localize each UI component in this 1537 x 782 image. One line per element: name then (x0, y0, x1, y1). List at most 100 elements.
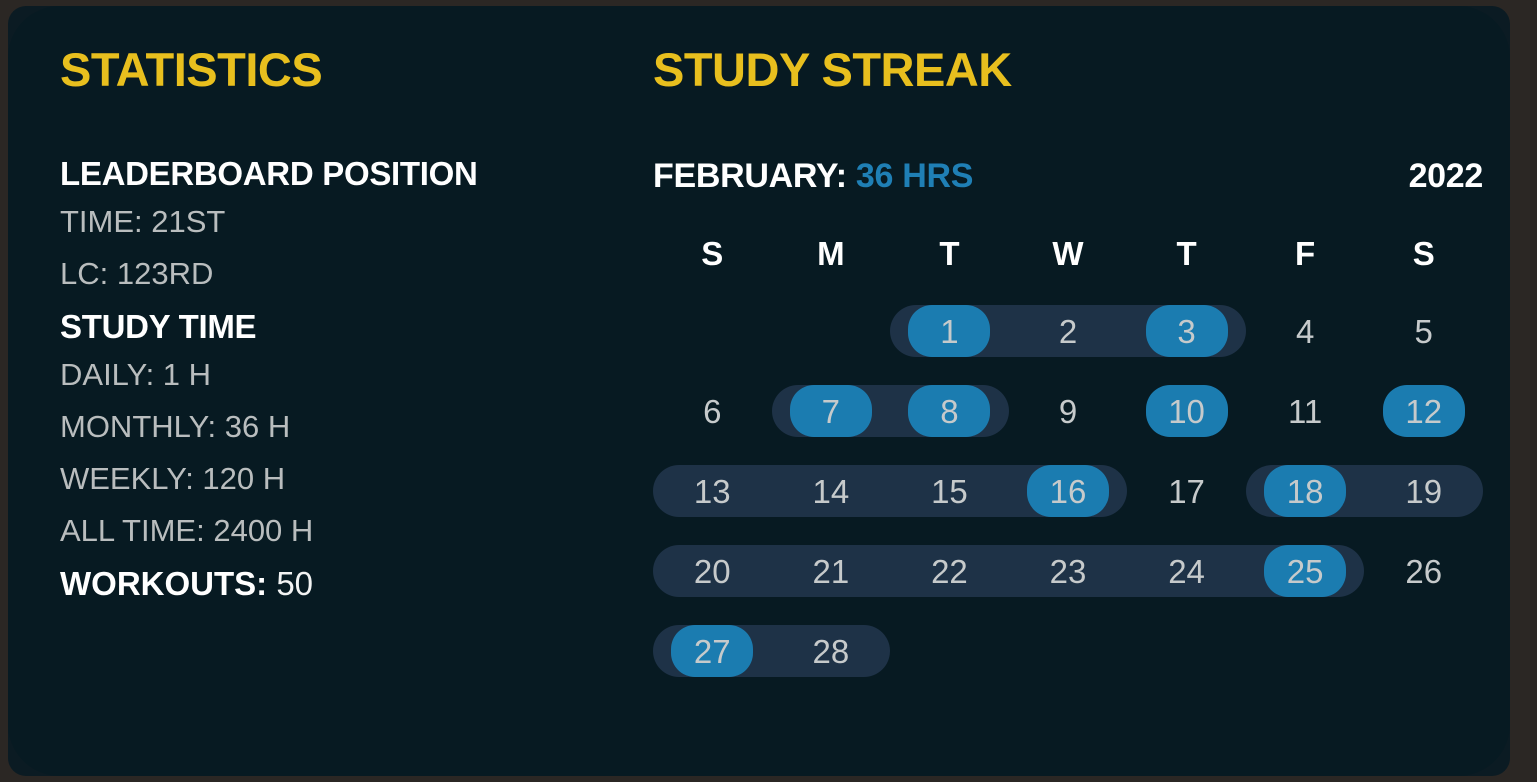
calendar-day-number: 16 (1049, 472, 1087, 510)
calendar-day-empty (890, 611, 1009, 691)
calendar-day-cell[interactable]: 4 (1246, 291, 1365, 371)
calendar-day-number: 10 (1168, 392, 1205, 430)
workouts-label: WORKOUTS: (60, 565, 268, 602)
calendar-day-cell[interactable]: 14 (772, 451, 891, 531)
calendar-day-number: 3 (1177, 312, 1196, 350)
calendar-day-number: 25 (1286, 552, 1324, 590)
calendar-day-empty (1246, 611, 1365, 691)
calendar-day-cell[interactable]: 1 (890, 291, 1009, 371)
calendar-weekday-header: S M T W T F S (653, 235, 1483, 273)
calendar-day-number: 5 (1414, 312, 1433, 350)
calendar-day-empty (1009, 611, 1128, 691)
streak-year: 2022 (1408, 157, 1484, 195)
calendar-day-number: 19 (1405, 472, 1443, 510)
leaderboard-lc-rank: LC: 123RD (60, 256, 214, 291)
calendar-day-number: 11 (1288, 392, 1323, 430)
study-time-daily: DAILY: 1 H (60, 357, 212, 392)
leaderboard-time-rank: TIME: 21ST (60, 204, 226, 239)
streak-active-pill (671, 625, 754, 677)
calendar-week-row: 1 2 3 4 5 (653, 291, 1483, 371)
streak-active-pill (1264, 465, 1347, 517)
calendar-day-cells: 1 2 3 4 5 (653, 291, 1483, 371)
calendar-day-number: 26 (1405, 552, 1443, 590)
calendar-day-cell[interactable]: 13 (653, 451, 772, 531)
calendar-day-cells: 20 21 22 23 24 25 26 (653, 531, 1483, 611)
calendar-week-row: 13 14 15 16 17 18 19 (653, 451, 1483, 531)
calendar-day-number: 8 (940, 392, 959, 430)
calendar-day-number: 27 (693, 632, 731, 670)
streak-active-pill (1264, 545, 1347, 597)
leaderboard-position-heading: LEADERBOARD POSITION (60, 155, 478, 192)
streak-track-segment (653, 545, 1365, 597)
calendar-day-number: 9 (1058, 392, 1078, 430)
streak-active-pill (908, 385, 991, 437)
calendar-day-cell[interactable]: 17 (1127, 451, 1246, 531)
calendar-day-cell[interactable]: 22 (890, 531, 1009, 611)
calendar-day-number: 15 (931, 472, 968, 510)
weekday-tue: T (939, 235, 960, 272)
calendar-day-cell[interactable]: 9 (1009, 371, 1128, 451)
calendar-day-cells: 13 14 15 16 17 18 19 (653, 451, 1483, 531)
study-time-monthly: MONTHLY: 36 H (60, 409, 291, 444)
calendar-day-number: 28 (812, 632, 850, 670)
study-time-all-time: ALL TIME: 2400 H (60, 513, 314, 548)
calendar-day-empty (653, 291, 772, 371)
calendar-day-cell[interactable]: 2 (1009, 291, 1128, 371)
calendar-day-cell[interactable]: 23 (1009, 531, 1128, 611)
streak-month-summary: FEBRUARY: 36 HRS (653, 157, 973, 196)
calendar-day-cell[interactable]: 27 (653, 611, 772, 691)
weekday-wed: W (1052, 235, 1084, 272)
streak-month-hours: 36 HRS (855, 157, 974, 195)
streak-calendar: S M T W T F S 1 2 3 4 5 6 7 8 9 10 11 12 13 14 15 16 17 1… (653, 235, 1483, 691)
streak-active-pill (789, 385, 872, 437)
calendar-day-cell[interactable]: 12 (1364, 371, 1483, 451)
calendar-day-cell[interactable]: 21 (772, 531, 891, 611)
calendar-day-cell[interactable]: 8 (890, 371, 1009, 451)
calendar-day-cells: 6 7 8 9 10 11 12 (653, 371, 1483, 451)
study-time-weekly: WEEKLY: 120 H (60, 461, 286, 496)
weekday-mon: M (817, 235, 845, 272)
calendar-day-cell[interactable]: 16 (1009, 451, 1128, 531)
calendar-day-cell[interactable]: 5 (1364, 291, 1483, 371)
calendar-day-cell[interactable]: 24 (1127, 531, 1246, 611)
calendar-day-cell[interactable]: 10 (1127, 371, 1246, 451)
calendar-day-cell[interactable]: 18 (1246, 451, 1365, 531)
streak-month-label: FEBRUARY: (653, 157, 847, 195)
calendar-day-cell[interactable]: 26 (1364, 531, 1483, 611)
calendar-day-empty (772, 291, 891, 371)
calendar-day-empty (1364, 611, 1483, 691)
calendar-day-cell[interactable]: 7 (772, 371, 891, 451)
calendar-day-number: 23 (1049, 552, 1087, 590)
calendar-day-number: 12 (1405, 392, 1443, 430)
calendar-day-empty (1127, 611, 1246, 691)
statistics-body: LEADERBOARD POSITION TIME: 21ST LC: 123R… (60, 157, 640, 600)
streak-active-pill (1145, 305, 1228, 357)
calendar-day-cell[interactable]: 25 (1246, 531, 1365, 611)
calendar-day-cell[interactable]: 11 (1246, 371, 1365, 451)
calendar-day-number: 24 (1168, 552, 1205, 590)
streak-subheader: FEBRUARY: 36 HRS 2022 (653, 157, 1483, 201)
workouts-row: WORKOUTS: 50 (60, 567, 640, 600)
calendar-day-cells: 27 28 (653, 611, 1483, 691)
study-streak-panel: STUDY STREAK FEBRUARY: 36 HRS 2022 S M T… (653, 46, 1483, 691)
weekday-fri: F (1295, 235, 1316, 272)
calendar-day-cell[interactable]: 20 (653, 531, 772, 611)
workouts-value: 50 (276, 565, 314, 602)
statistics-title: STATISTICS (60, 43, 323, 96)
calendar-day-cell[interactable]: 19 (1364, 451, 1483, 531)
calendar-week-row: 6 7 8 9 10 11 12 (653, 371, 1483, 451)
statistics-panel: STATISTICS LEADERBOARD POSITION TIME: 21… (60, 46, 640, 600)
calendar-day-number: 4 (1295, 312, 1315, 350)
calendar-day-cell[interactable]: 28 (772, 611, 891, 691)
calendar-day-number: 18 (1286, 472, 1324, 510)
calendar-day-cell[interactable]: 6 (653, 371, 772, 451)
calendar-week-row: 20 21 22 23 24 25 26 (653, 531, 1483, 611)
stats-streak-card: STATISTICS LEADERBOARD POSITION TIME: 21… (8, 6, 1510, 776)
calendar-day-cell[interactable]: 3 (1127, 291, 1246, 371)
calendar-day-number: 1 (940, 312, 959, 350)
calendar-day-number: 17 (1168, 472, 1205, 510)
streak-active-pill (908, 305, 991, 357)
streak-active-pill (1382, 385, 1465, 437)
calendar-day-cell[interactable]: 15 (890, 451, 1009, 531)
calendar-day-number: 13 (693, 472, 731, 510)
